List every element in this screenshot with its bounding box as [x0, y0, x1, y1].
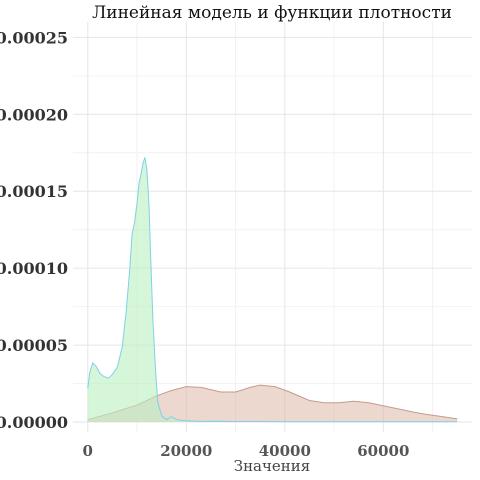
y-tick-label: 0.00000 [0, 413, 68, 432]
density-area-1 [87, 385, 458, 422]
y-tick-label: 0.00005 [0, 336, 68, 355]
y-tick-label: 0.00010 [0, 259, 68, 278]
x-axis-label: Значения [234, 457, 311, 475]
density-area-2 [87, 157, 458, 422]
x-tick-label: 60000 [357, 442, 409, 460]
y-tick-label: 0.00020 [0, 105, 68, 124]
x-tick-label: 40000 [259, 442, 311, 460]
series [87, 157, 458, 423]
y-axis-ticks: 0.00000 0.00005 0.00010 0.00015 0.00020 0.000… [0, 28, 68, 432]
density-line-1 [87, 384, 458, 421]
y-tick-label: 0.00015 [0, 182, 68, 201]
x-tick-label: 20000 [160, 442, 212, 460]
density-line-2 [87, 157, 458, 423]
x-axis-ticks: 0 20000 40000 60000 [83, 442, 410, 460]
x-tick-label: 0 [83, 442, 93, 460]
chart-title: Линейная модель и функции плотности [92, 3, 452, 23]
y-tick-label: 0.00025 [0, 28, 68, 47]
